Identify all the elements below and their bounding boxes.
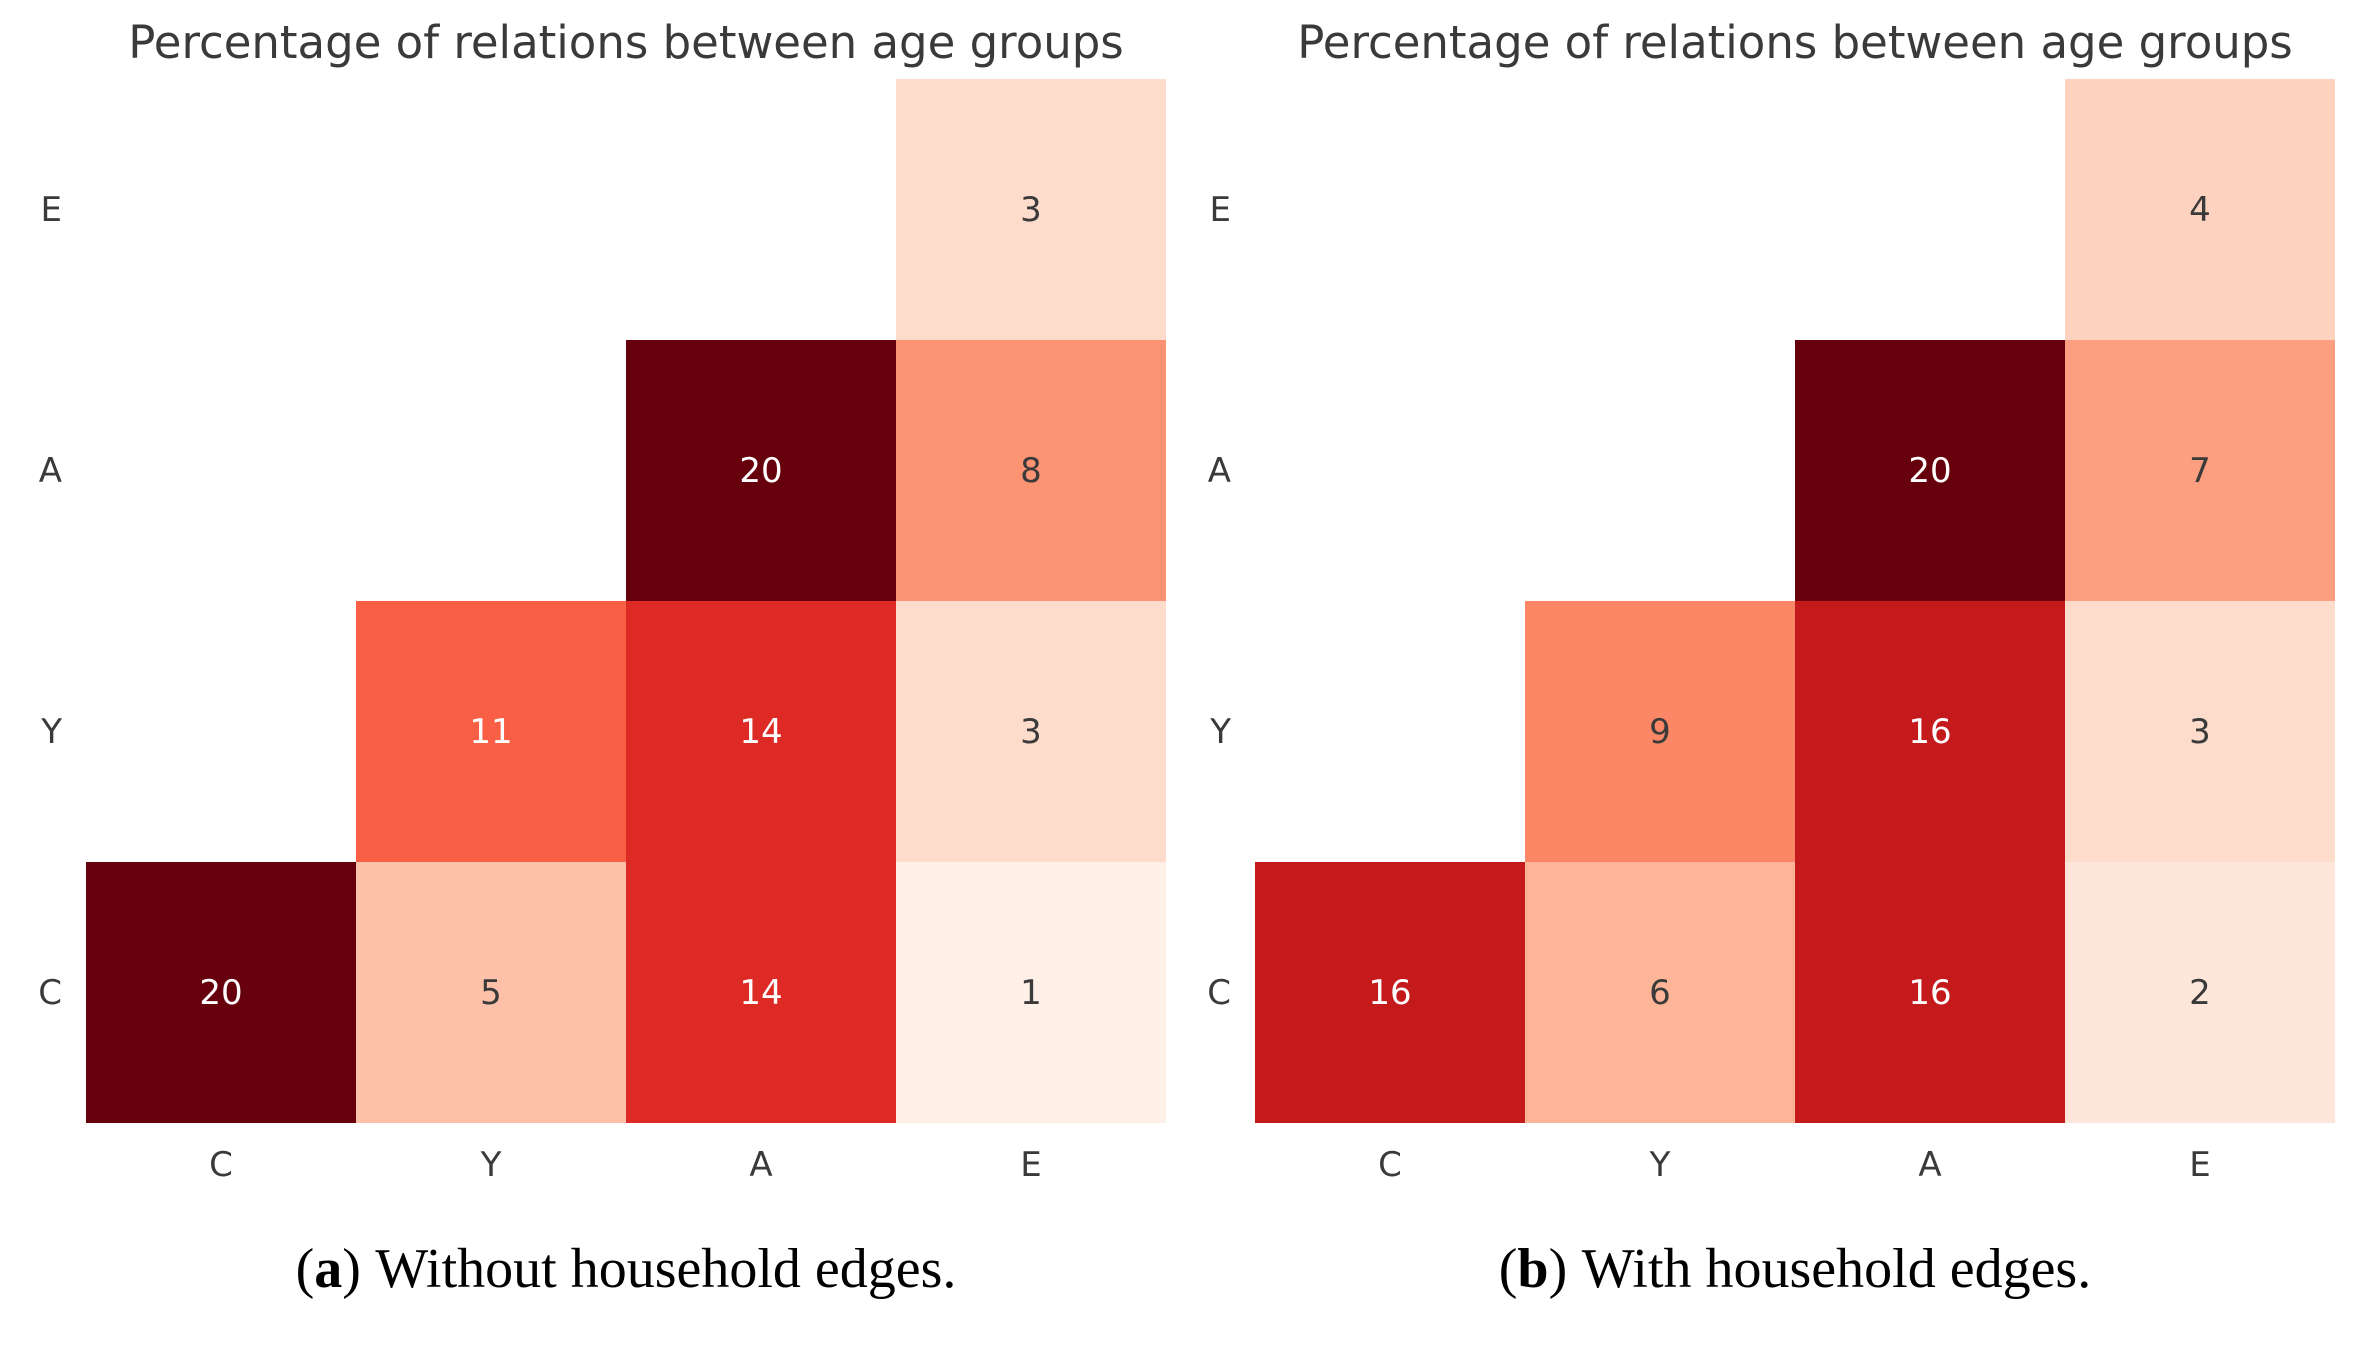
heatmap-cell-Y-Y: 9 (1525, 601, 1795, 862)
heatmap-cell-C-A: 14 (626, 862, 896, 1123)
x-tick-label-C: C (1378, 1145, 1402, 1185)
heatmap-grid: 3 E 20 8 A 11 14 3 Y 20 5 14 1 C C Y A E (38, 79, 1166, 1185)
caption-letter: a (314, 1238, 343, 1300)
y-tick-label-A: A (1207, 450, 1231, 491)
x-tick-label-Y: Y (480, 1145, 502, 1185)
x-tick-label-Y: Y (1649, 1145, 1671, 1185)
chart-title: Percentage of relations between age grou… (1297, 16, 2293, 69)
y-tick-label-C: C (38, 972, 62, 1013)
heatmap-grid: 4 E 20 7 A 9 16 3 Y 16 6 16 2 C C Y A E (1207, 79, 2335, 1185)
heatmap-cell-Y-E: 3 (896, 601, 1166, 862)
caption-text: With household edges. (1581, 1238, 2092, 1300)
caption-text: Without household edges. (375, 1238, 957, 1300)
x-tick-label-E: E (2189, 1145, 2211, 1185)
y-tick-label-E: E (1209, 189, 1231, 230)
heatmap-cell-C-E: 2 (2065, 862, 2335, 1123)
chart-title: Percentage of relations between age grou… (128, 16, 1124, 69)
heatmap-cell-C-A: 16 (1795, 862, 2065, 1123)
x-tick-label-A: A (749, 1145, 773, 1185)
y-tick-label-E: E (40, 189, 62, 230)
heatmap-cell-C-E: 1 (896, 862, 1166, 1123)
heatmap-cell-C-Y: 5 (356, 862, 626, 1123)
heatmap-cell-Y-Y: 11 (356, 601, 626, 862)
heatmap-cell-C-C: 20 (86, 862, 356, 1123)
caption-letter: b (1517, 1238, 1549, 1300)
x-tick-label-E: E (1020, 1145, 1042, 1185)
heatmap-cell-C-C: 16 (1255, 862, 1525, 1123)
heatmap-cell-Y-A: 16 (1795, 601, 2065, 862)
heatmap-cell-Y-A: 14 (626, 601, 896, 862)
y-tick-label-C: C (1207, 972, 1231, 1013)
heatmap-cell-E-E: 4 (2065, 79, 2335, 340)
subfigure-b: Percentage of relations between age grou… (1207, 0, 2335, 1349)
subfigure-caption: (a) Without household edges. (86, 1237, 1166, 1301)
caption-paren-close: ) (342, 1238, 361, 1300)
heatmap-cell-A-E: 7 (2065, 340, 2335, 601)
caption-paren-close: ) (1548, 1238, 1568, 1300)
y-tick-label-Y: Y (1210, 711, 1231, 752)
heatmap-cell-A-E: 8 (896, 340, 1166, 601)
subfigure-a: Percentage of relations between age grou… (38, 0, 1166, 1349)
x-tick-label-C: C (209, 1145, 233, 1185)
heatmap-cell-E-E: 3 (896, 79, 1166, 340)
y-tick-label-Y: Y (41, 711, 62, 752)
caption-paren-open: ( (1498, 1238, 1518, 1300)
heatmap-cell-A-A: 20 (626, 340, 896, 601)
heatmap-cell-C-Y: 6 (1525, 862, 1795, 1123)
x-tick-label-A: A (1918, 1145, 1942, 1185)
heatmap-cell-Y-E: 3 (2065, 601, 2335, 862)
y-tick-label-A: A (38, 450, 62, 491)
subfigure-caption: (b) With household edges. (1255, 1237, 2335, 1301)
caption-paren-open: ( (295, 1238, 315, 1300)
heatmap-cell-A-A: 20 (1795, 340, 2065, 601)
